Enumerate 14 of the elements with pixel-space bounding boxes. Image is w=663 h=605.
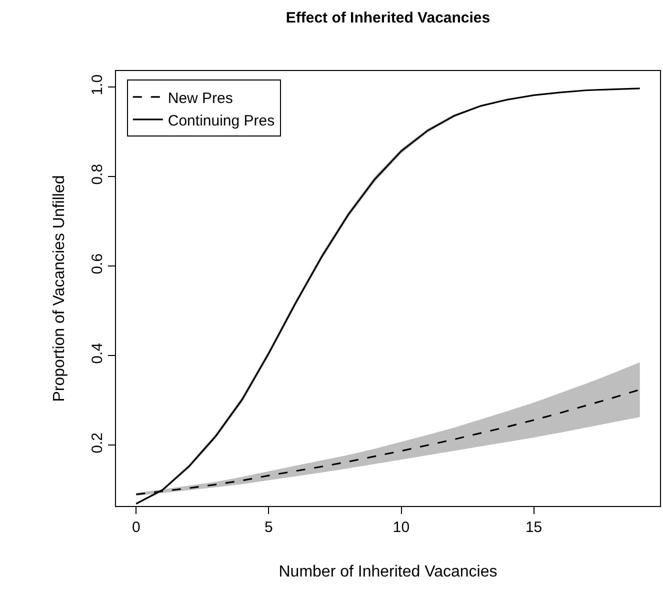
y-tick-label: 0.2 bbox=[89, 432, 106, 454]
x-tick-label: 10 bbox=[392, 519, 410, 536]
legend-label: Continuing Pres bbox=[168, 112, 275, 130]
x-tick-label: 5 bbox=[264, 519, 273, 536]
y-tick-label: 1.0 bbox=[89, 74, 106, 96]
y-tick-label: 0.6 bbox=[89, 253, 106, 274]
x-tick-label: 15 bbox=[525, 519, 542, 536]
chart-title: Effect of Inherited Vacancies bbox=[286, 9, 490, 26]
x-axis-title: Number of Inherited Vacancies bbox=[278, 564, 498, 581]
x-tick-label: 0 bbox=[132, 519, 140, 536]
y-tick-label: 0.8 bbox=[89, 164, 106, 185]
legend-label: New Pres bbox=[168, 90, 233, 107]
y-tick-label: 0.4 bbox=[89, 342, 106, 364]
y-axis-title: Proportion of Vacancies Unfilled bbox=[50, 175, 68, 402]
